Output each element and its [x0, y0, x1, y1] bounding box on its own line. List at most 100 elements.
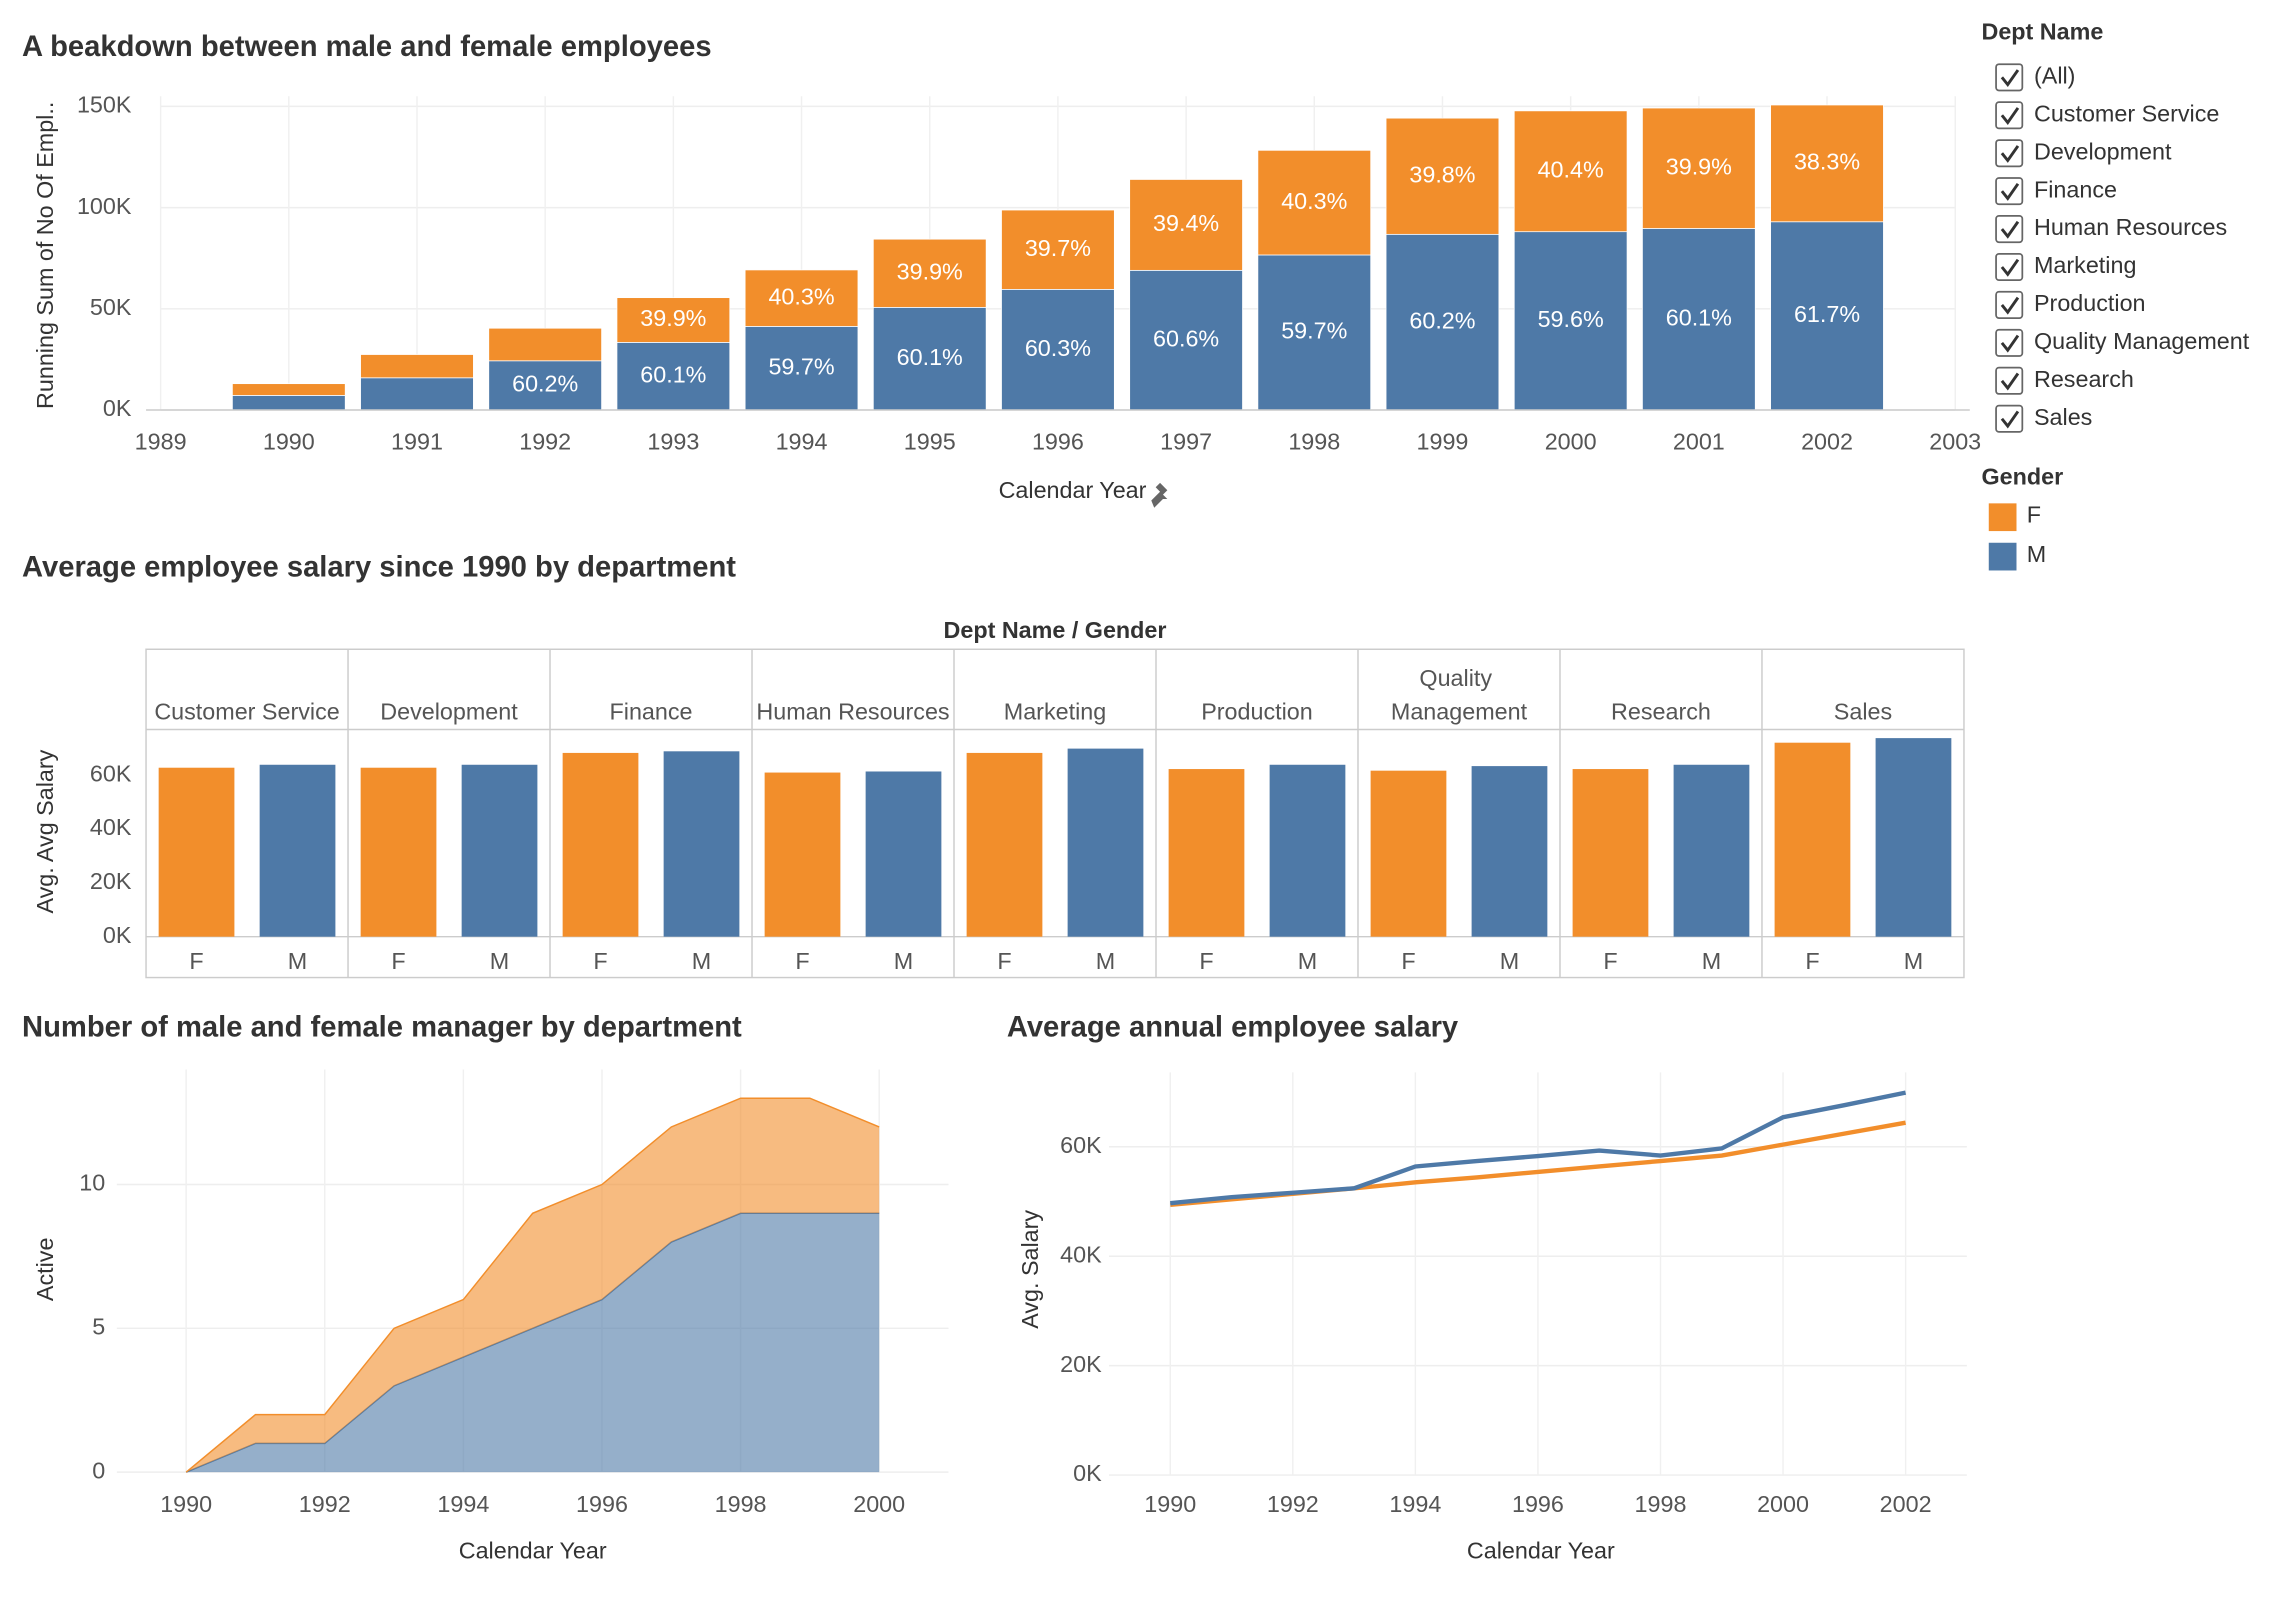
- bar-label: 60.3%: [1025, 335, 1091, 361]
- chart-title: A beakdown between male and female emplo…: [22, 31, 712, 63]
- checkbox[interactable]: [1995, 215, 2024, 244]
- x-tick-label: 2001: [1673, 429, 1725, 455]
- x-tick-label: 2000: [1757, 1491, 1809, 1517]
- filter-option[interactable]: Marketing: [2034, 252, 2136, 278]
- filter-option[interactable]: (All): [2034, 62, 2075, 88]
- bar: [663, 751, 740, 937]
- bar-label: 40.3%: [768, 283, 834, 309]
- x-tick-label: 2003: [1929, 429, 1981, 455]
- x-tick-label: 1997: [1160, 429, 1212, 455]
- checkbox[interactable]: [1995, 177, 2024, 206]
- y-tick-label: 100K: [77, 193, 132, 219]
- filter-option[interactable]: Sales: [2034, 404, 2092, 430]
- x-axis-title: Calendar Year: [1467, 1538, 1615, 1564]
- bar: [1471, 766, 1548, 937]
- bar-label: 39.7%: [1025, 235, 1091, 261]
- x-tick-label: 1991: [391, 429, 443, 455]
- y-tick-label: 150K: [77, 92, 132, 118]
- bar-label: 60.1%: [640, 361, 706, 387]
- checkmark[interactable]: [2000, 107, 2020, 125]
- gender-label: M: [1500, 948, 1519, 974]
- gender-label: M: [1298, 948, 1317, 974]
- x-tick-label: 1996: [576, 1491, 628, 1517]
- bar-segment: [232, 383, 346, 396]
- checkbox[interactable]: [1995, 63, 2024, 92]
- x-tick-label: 1992: [299, 1491, 351, 1517]
- checkmark[interactable]: [2000, 220, 2020, 239]
- checkmark[interactable]: [2000, 410, 2020, 429]
- checkmark[interactable]: [2000, 296, 2020, 315]
- bar-segment: [360, 377, 474, 411]
- bar-segment: [360, 354, 474, 379]
- y-tick-label: 50K: [90, 294, 132, 320]
- bar: [259, 764, 336, 937]
- bar: [966, 752, 1043, 937]
- y-axis-title: Avg. Salary: [1017, 1210, 1043, 1329]
- filter-option[interactable]: Human Resources: [2034, 214, 2227, 240]
- x-axis-title: Calendar Year: [999, 477, 1147, 503]
- bar: [360, 767, 437, 937]
- y-axis-title: Avg. Avg Salary: [32, 749, 58, 913]
- gender-label: M: [692, 948, 711, 974]
- bar: [158, 767, 235, 937]
- bar-segment: [1642, 228, 1756, 411]
- checkmark[interactable]: [2000, 334, 2020, 353]
- column-header: Dept Name / Gender: [944, 617, 1167, 643]
- checkmark[interactable]: [2000, 69, 2020, 88]
- checkbox[interactable]: [1995, 328, 2024, 357]
- x-tick-label: 1998: [1288, 429, 1340, 455]
- filter-option[interactable]: Quality Management: [2034, 328, 2250, 354]
- filter-option[interactable]: Research: [2034, 366, 2134, 392]
- bar-label: 40.4%: [1538, 156, 1604, 182]
- gender-label: F: [593, 948, 607, 974]
- gender-label: M: [288, 948, 307, 974]
- x-axis-title: Calendar Year: [459, 1538, 607, 1564]
- checkmark[interactable]: [2000, 372, 2020, 391]
- checkmark[interactable]: [2000, 182, 2020, 201]
- pin-icon[interactable]: [1151, 482, 1168, 508]
- bar-label: 39.9%: [897, 258, 963, 284]
- bar-segment: [744, 269, 859, 327]
- y-tick-label: 0K: [103, 922, 132, 948]
- y-tick-label: 0K: [103, 395, 132, 421]
- gender-label: M: [490, 948, 509, 974]
- bar: [1370, 770, 1447, 937]
- checkmark[interactable]: [2000, 145, 2020, 163]
- bar: [562, 752, 639, 937]
- bar-segment: [1385, 233, 1500, 411]
- legend-swatch[interactable]: [1988, 542, 2017, 571]
- checkbox[interactable]: [1995, 101, 2024, 130]
- y-tick-label: 60K: [1060, 1132, 1102, 1158]
- area-fill: [186, 1098, 880, 1473]
- x-tick-label: 1996: [1512, 1491, 1564, 1517]
- bar: [1168, 769, 1245, 937]
- x-tick-label: 1996: [1032, 429, 1084, 455]
- checkbox[interactable]: [1995, 290, 2024, 319]
- y-tick-label: 60K: [90, 760, 132, 786]
- checkbox[interactable]: [1995, 139, 2024, 168]
- chart-title: Average annual employee salary: [1007, 1011, 1459, 1043]
- checkbox[interactable]: [1995, 252, 2024, 282]
- checkmark[interactable]: [2000, 258, 2020, 277]
- filter-option[interactable]: Finance: [2034, 176, 2117, 202]
- filter-option[interactable]: Customer Service: [2034, 100, 2219, 126]
- legend-swatch[interactable]: [1988, 503, 2017, 532]
- checkbox[interactable]: [1995, 404, 2024, 433]
- area-edge: [185, 1097, 880, 1473]
- bar-segment: [1770, 104, 1884, 223]
- filter-option[interactable]: Development: [2034, 138, 2172, 164]
- y-axis-title: Running Sum of No Of Empl..: [32, 102, 58, 409]
- filter-option[interactable]: Production: [2034, 290, 2146, 316]
- bar-label: 39.9%: [640, 305, 706, 331]
- checkbox[interactable]: [1995, 366, 2024, 395]
- legend-label[interactable]: F: [2027, 502, 2041, 528]
- gender-label: M: [1096, 948, 1115, 974]
- bar-segment: [488, 327, 602, 362]
- x-tick-label: 1994: [437, 1491, 489, 1517]
- bar-label: 39.8%: [1409, 161, 1475, 187]
- gender-label: F: [189, 948, 203, 974]
- bar-segment: [1257, 254, 1372, 411]
- x-tick-label: 1990: [160, 1491, 212, 1517]
- legend-label[interactable]: M: [2027, 541, 2046, 567]
